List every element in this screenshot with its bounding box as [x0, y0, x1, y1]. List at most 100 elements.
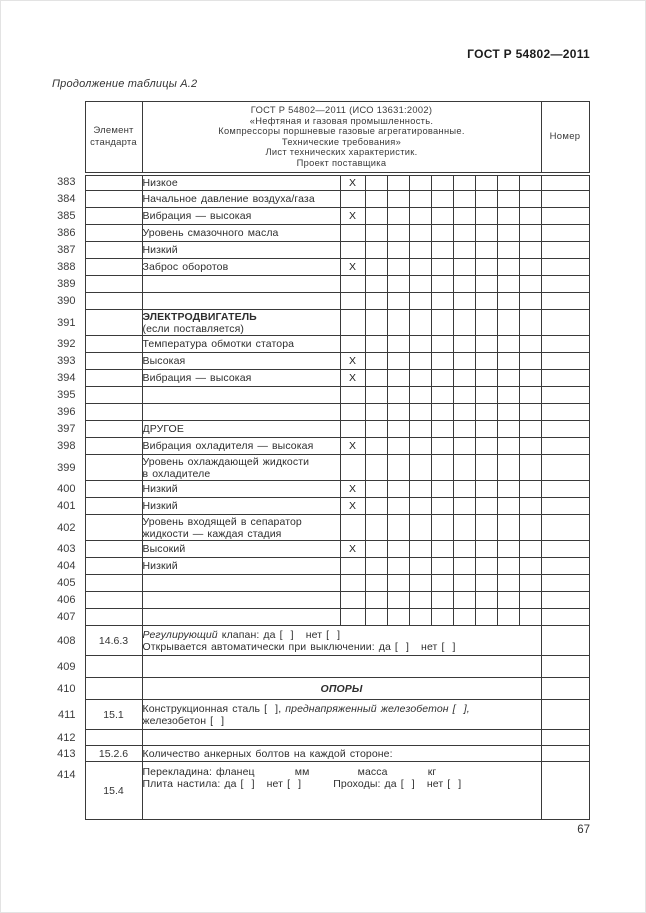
row-number: 400	[45, 480, 85, 498]
element-cell	[84, 420, 143, 438]
checkbox-cell	[452, 557, 476, 575]
checkbox-cell	[518, 258, 542, 276]
description-line: Высокая	[142, 355, 186, 367]
checkbox-cell	[386, 275, 410, 293]
checkbox-cell	[386, 591, 410, 609]
row-number: 397	[45, 420, 85, 438]
row-number: 409	[45, 655, 85, 678]
number-cell	[540, 309, 590, 336]
description-line: Заброс оборотов	[142, 261, 229, 273]
checkbox-cell	[474, 173, 498, 191]
number-cell	[540, 386, 590, 404]
description-line: Температура обмотки статора	[142, 338, 295, 350]
checkbox-cell	[408, 207, 432, 225]
table-row: 391 ЭЛЕКТРОДВИГАТЕЛЬ (если поставляется)	[45, 309, 590, 336]
checkbox-cell	[496, 292, 520, 310]
checkbox-cell	[408, 540, 432, 558]
checkbox-cell	[496, 190, 520, 208]
checkbox-cell	[408, 454, 432, 481]
checkbox-cell	[518, 591, 542, 609]
row-number: 414	[45, 761, 85, 820]
description-cell	[141, 729, 542, 746]
element-cell	[84, 480, 143, 498]
checkbox-cell	[474, 352, 498, 370]
table-row: 399 Уровень охлаждающей жидкости в охладит…	[45, 454, 590, 481]
checkbox-cell	[474, 420, 498, 438]
table-row: 386 Уровень смазочного масла	[45, 224, 590, 242]
checkbox-cell	[430, 557, 454, 575]
checkbox-cell	[386, 574, 410, 592]
checkbox-cell	[452, 275, 476, 293]
checkbox-cell	[452, 352, 476, 370]
checkbox-cell	[518, 540, 542, 558]
checkbox-cell	[408, 386, 432, 404]
page-number: 67	[577, 824, 590, 836]
checkbox-cell	[408, 258, 432, 276]
table-row: 407	[45, 608, 590, 626]
checkbox-cell	[364, 574, 388, 592]
row-number: 410	[45, 677, 85, 700]
table-row: 403 Высокий X	[45, 540, 590, 558]
checkbox-cell	[430, 352, 454, 370]
checkbox-cell	[408, 335, 432, 353]
checkbox-cell	[496, 352, 520, 370]
number-cell	[540, 241, 590, 259]
element-cell	[84, 275, 143, 293]
checkbox-cell	[518, 352, 542, 370]
element-cell: 15.4	[84, 761, 143, 820]
element-cell	[84, 241, 143, 259]
checkbox-cell	[496, 369, 520, 387]
element-cell	[84, 514, 143, 541]
checkbox-cell	[430, 207, 454, 225]
checkbox-cell	[496, 591, 520, 609]
checkbox-cell	[386, 190, 410, 208]
checkbox-cell	[496, 173, 520, 191]
description-line: Плита настила: да [ ] нет [ ] Проходы: д…	[142, 778, 462, 790]
mark-cell	[339, 591, 366, 609]
mark-cell	[339, 454, 366, 481]
checkbox-cell	[386, 224, 410, 242]
description-cell: ЭЛЕКТРОДВИГАТЕЛЬ (если поставляется)	[141, 309, 341, 336]
checkbox-cell	[474, 557, 498, 575]
checkbox-cell	[386, 608, 410, 626]
checkbox-cell	[430, 480, 454, 498]
checkbox-cell	[364, 207, 388, 225]
checkbox-cell	[386, 241, 410, 259]
checkbox-cell	[518, 454, 542, 481]
checkbox-cell	[452, 190, 476, 208]
row-number: 404	[45, 557, 85, 575]
checkbox-cell	[452, 574, 476, 592]
checkbox-cell	[496, 241, 520, 259]
checkbox-cell	[518, 437, 542, 455]
table-row: 393 Высокая X	[45, 352, 590, 370]
element-cell	[84, 335, 143, 353]
mark-cell: X	[339, 173, 366, 191]
table-row: 383 Низкое X	[45, 173, 590, 191]
checkbox-cell	[430, 275, 454, 293]
table-row: 396	[45, 403, 590, 421]
description-cell: Заброс оборотов	[141, 258, 341, 276]
checkbox-cell	[408, 557, 432, 575]
description-line: ДРУГОЕ	[142, 423, 184, 435]
checkbox-cell	[452, 437, 476, 455]
number-cell	[540, 352, 590, 370]
table-row: 406	[45, 591, 590, 609]
table-row: 397 ДРУГОЕ	[45, 420, 590, 438]
checkbox-cell	[474, 369, 498, 387]
row-number: 411	[45, 699, 85, 730]
checkbox-cell	[408, 497, 432, 515]
row-number: 403	[45, 540, 85, 558]
mark-cell	[339, 224, 366, 242]
checkbox-cell	[452, 540, 476, 558]
description-cell: Вибрация — высокая	[141, 369, 341, 387]
checkbox-cell	[452, 497, 476, 515]
checkbox-cell	[386, 335, 410, 353]
checkbox-cell	[364, 352, 388, 370]
checkbox-cell	[364, 258, 388, 276]
checkbox-cell	[496, 574, 520, 592]
row-number: 383	[45, 173, 85, 191]
description-cell: Высокий	[141, 540, 341, 558]
checkbox-cell	[386, 207, 410, 225]
description-cell: Регулирующий клапан: да [ ] нет [ ] Откры…	[141, 625, 542, 656]
checkbox-cell	[430, 258, 454, 276]
